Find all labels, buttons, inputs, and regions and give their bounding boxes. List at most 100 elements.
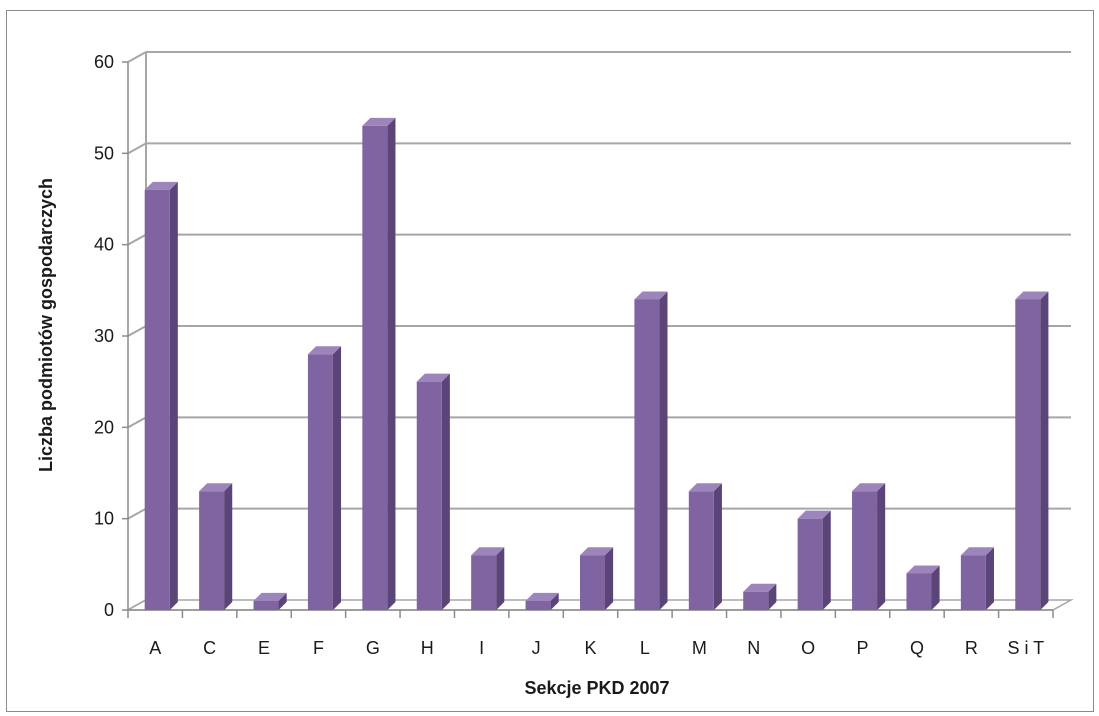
gridline-depth [127,51,147,63]
bar-top [362,117,396,126]
x-tick-label: M [692,638,707,658]
bar-side [822,510,831,610]
bar-front [471,555,497,610]
x-tick-label: O [801,638,815,658]
x-tick-label: C [203,638,216,658]
bar [471,547,505,610]
bar-top [906,565,940,574]
x-tick-label: S i T [1007,638,1044,658]
bar-top [634,291,668,300]
axes [122,61,1054,618]
x-tick-label: A [149,638,161,658]
bar-front [416,381,442,610]
bar-front [253,600,279,610]
bar-side [496,547,505,610]
bar-side [931,565,940,610]
bar-side [441,373,450,610]
x-tick-label: K [584,638,596,658]
y-tick-label: 10 [94,509,114,529]
bar [852,483,886,610]
gridline-depth [127,416,147,429]
bar-side [605,547,614,610]
bar-side [985,547,994,610]
bar-top [688,483,722,492]
bar [1015,291,1049,610]
tick-labels: 0 10 20 30 40 50 60 A C E F G H I J K L M N O P Q R S i T [94,52,1044,658]
bar-top [471,547,505,556]
bar-front [960,555,986,610]
bar [253,592,287,610]
y-tick-label: 40 [94,235,114,255]
x-tick-label: L [640,638,650,658]
bar-side [387,117,396,610]
bar-front [579,555,606,610]
bar-top [797,510,831,519]
bar-front [743,591,769,610]
bar-side [332,346,342,610]
gridline-depth [127,325,147,337]
gridlines [125,51,1074,611]
y-tick-label: 30 [94,326,114,346]
bar-top [253,592,287,601]
bar-side [877,483,886,610]
bar [634,291,668,610]
bar-front [199,491,225,610]
bar-front [797,518,823,610]
bar-side [550,592,559,610]
bar-top [416,373,450,382]
bar-side [1040,291,1049,610]
bar-front [1015,299,1041,610]
bar [743,583,777,610]
bar [307,346,342,610]
bar [960,547,994,610]
bar [797,510,831,610]
x-axis-title: Sekcje PKD 2007 [524,678,669,698]
bar-top [199,483,233,492]
bar-front [688,491,714,610]
bar-top [1015,291,1049,300]
bar [525,592,559,610]
bar-side [659,291,668,610]
x-tick-label: G [366,638,380,658]
bar-front [144,189,170,610]
bar-front [307,354,333,610]
bar [416,373,450,610]
bar-side [768,583,777,610]
x-tick-label: I [479,638,484,658]
bar-top [307,346,342,355]
bar [688,483,722,610]
bar-front [852,491,878,610]
x-tick-label: J [532,638,541,658]
gridline-depth [127,507,147,520]
bar [579,547,614,610]
bar [199,483,233,610]
bar-side [224,483,233,610]
x-tick-label: N [747,638,760,658]
x-tick-label: E [258,638,270,658]
x-tick-label: R [965,638,978,658]
x-tick-label: F [313,638,324,658]
bar-side [278,592,287,610]
bar-front [525,600,551,610]
bar [906,565,940,610]
bar [144,181,178,610]
bar-front [634,299,660,610]
bars [144,117,1049,610]
bar-top [144,181,178,190]
bar [362,117,396,610]
bar-side [169,181,178,610]
x-tick-label: Q [910,638,924,658]
x-tick-label: H [421,638,434,658]
y-tick-label: 60 [94,52,114,72]
y-axis-title: Liczba podmiotów gospodarczych [36,178,56,472]
gridline-depth [127,233,147,246]
bar-top [960,547,994,556]
bar-side [713,483,722,610]
x-tick-label: P [857,638,869,658]
y-tick-label: 0 [104,600,114,620]
y-tick-label: 20 [94,417,114,437]
bar-top [525,592,559,601]
bar-top [743,583,777,592]
y-tick-label: 50 [94,143,114,163]
